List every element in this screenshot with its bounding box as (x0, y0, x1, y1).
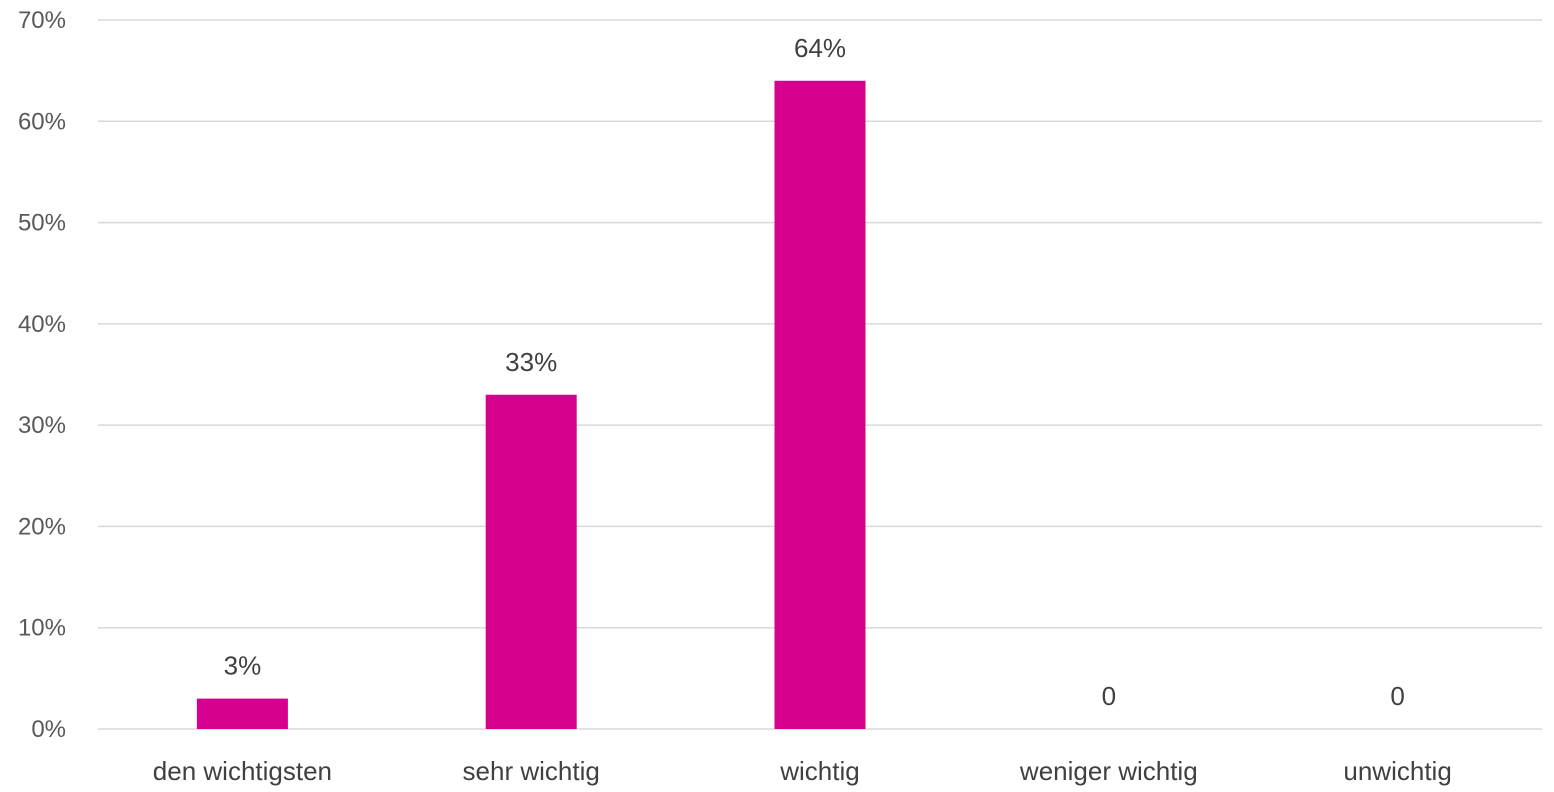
bars (196, 80, 866, 730)
data-label: 33% (505, 347, 557, 377)
x-category-label: wichtig (779, 756, 859, 786)
x-category-label: den wichtigsten (153, 756, 332, 786)
data-labels: 3% 33% 64% 0 0 (224, 33, 1405, 711)
y-tick-label: 20% (18, 513, 66, 540)
data-label: 0 (1102, 681, 1116, 711)
bar (196, 698, 288, 729)
y-tick-label: 50% (18, 210, 66, 237)
y-tick-label: 40% (18, 311, 66, 338)
bar (774, 80, 866, 730)
x-category-label: sehr wichtig (463, 756, 600, 786)
x-category-label: weniger wichtig (1019, 756, 1198, 786)
bar (485, 394, 577, 729)
y-tick-label: 10% (18, 615, 66, 642)
data-label: 3% (224, 651, 262, 681)
data-label: 0 (1390, 681, 1404, 711)
data-label: 64% (794, 33, 846, 63)
x-category-label: unwichtig (1343, 756, 1451, 786)
y-tick-label: 0% (31, 716, 66, 743)
y-tick-label: 60% (18, 108, 66, 135)
y-tick-label: 70% (18, 7, 66, 34)
y-axis-ticks: 0% 10% 20% 30% 40% 50% 60% 70% (18, 7, 66, 743)
y-tick-label: 30% (18, 412, 66, 439)
x-axis-categories: den wichtigsten sehr wichtig wichtig wenige… (153, 756, 1452, 786)
